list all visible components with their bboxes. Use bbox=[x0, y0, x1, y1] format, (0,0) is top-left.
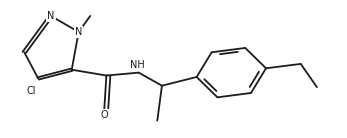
Text: Cl: Cl bbox=[26, 86, 36, 96]
Text: NH: NH bbox=[129, 60, 144, 70]
Text: N: N bbox=[47, 11, 54, 21]
Text: O: O bbox=[100, 110, 108, 120]
Text: N: N bbox=[75, 27, 82, 37]
